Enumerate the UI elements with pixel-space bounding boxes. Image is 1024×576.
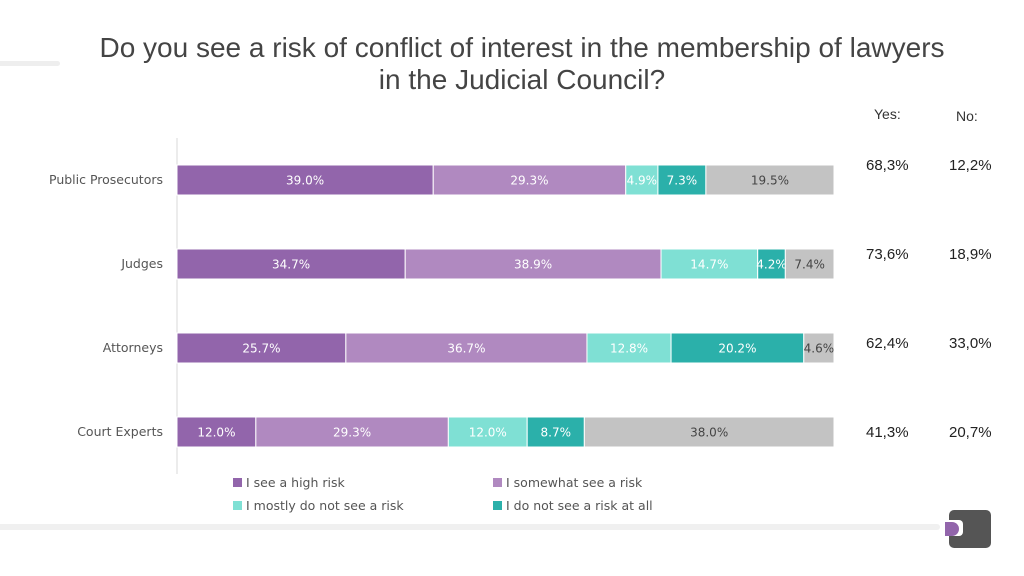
legend-item-mostly-no-risk: I mostly do not see a risk <box>233 498 404 513</box>
data-label-attorneys-remainder: 4.6% <box>804 342 835 356</box>
category-label-attorneys: Attorneys <box>102 340 163 355</box>
bar-public-prosecutors-somewhat-risk <box>432 164 627 196</box>
data-label-court-experts-high-risk: 12.0% <box>197 426 235 440</box>
no-value-court-experts: 20,7% <box>949 424 992 441</box>
legend-swatch-mostly-no-risk <box>233 501 242 510</box>
data-label-attorneys-somewhat-risk: 36.7% <box>447 342 485 356</box>
data-label-public-prosecutors-mostly-no-risk: 4.9% <box>627 174 658 188</box>
data-label-attorneys-high-risk: 25.7% <box>242 342 280 356</box>
no-value-judges: 18,9% <box>949 246 992 263</box>
bar-court-experts-mostly-no-risk <box>447 416 528 448</box>
no-value-public-prosecutors: 12,2% <box>949 157 992 174</box>
yes-value-court-experts: 41,3% <box>866 424 909 441</box>
chart-title-line-1: Do you see a risk of conflict of interes… <box>99 32 945 63</box>
data-label-public-prosecutors-remainder: 19.5% <box>751 174 789 188</box>
bar-judges-high-risk <box>176 248 406 280</box>
decorative-line-bottom <box>0 524 940 530</box>
decorative-line-top <box>0 61 60 66</box>
legend-label-no-risk-at-all: I do not see a risk at all <box>506 498 653 513</box>
chart-title-line-2: in the Judicial Council? <box>378 64 666 95</box>
data-label-judges-remainder: 7.4% <box>794 258 825 272</box>
legend-label-somewhat-risk: I somewhat see a risk <box>506 475 643 490</box>
data-label-judges-mostly-no-risk: 14.7% <box>690 258 728 272</box>
data-label-public-prosecutors-high-risk: 39.0% <box>286 174 324 188</box>
legend-item-somewhat-risk: I somewhat see a risk <box>493 475 642 490</box>
data-label-court-experts-no-risk-at-all: 8.7% <box>541 426 572 440</box>
bar-court-experts-somewhat-risk <box>255 416 449 448</box>
chart-title: Do you see a risk of conflict of interes… <box>40 32 1004 96</box>
yes-column-header: Yes: <box>874 106 901 122</box>
category-label-public-prosecutors: Public Prosecutors <box>49 172 163 187</box>
category-label-court-experts: Court Experts <box>77 424 163 439</box>
category-label-judges: Judges <box>121 256 163 271</box>
data-label-judges-no-risk-at-all: 4.2% <box>756 258 787 272</box>
no-column-header: No: <box>956 108 978 124</box>
data-label-attorneys-mostly-no-risk: 12.8% <box>610 342 648 356</box>
data-label-public-prosecutors-no-risk-at-all: 7.3% <box>667 174 698 188</box>
brand-logo <box>943 510 991 548</box>
bar-public-prosecutors-remainder <box>705 164 835 196</box>
bar-attorneys-mostly-no-risk <box>586 332 672 364</box>
bar-attorneys-high-risk <box>176 332 347 364</box>
data-label-judges-high-risk: 34.7% <box>272 258 310 272</box>
bar-court-experts-high-risk <box>176 416 257 448</box>
bar-judges-somewhat-risk <box>404 248 662 280</box>
bar-judges-mostly-no-risk <box>660 248 759 280</box>
legend-item-no-risk-at-all: I do not see a risk at all <box>493 498 653 513</box>
legend-swatch-high-risk <box>233 478 242 487</box>
bar-court-experts-remainder <box>583 416 835 448</box>
yes-value-attorneys: 62,4% <box>866 335 909 352</box>
data-label-court-experts-somewhat-risk: 29.3% <box>333 426 371 440</box>
data-label-judges-somewhat-risk: 38.9% <box>514 258 552 272</box>
legend-label-mostly-no-risk: I mostly do not see a risk <box>246 498 404 513</box>
bar-attorneys-no-risk-at-all <box>670 332 805 364</box>
bar-attorneys-remainder <box>803 332 835 364</box>
bar-public-prosecutors-no-risk-at-all <box>657 164 707 196</box>
bar-judges-remainder <box>784 248 835 280</box>
yes-value-judges: 73,6% <box>866 246 909 263</box>
data-label-public-prosecutors-somewhat-risk: 29.3% <box>510 174 548 188</box>
legend-swatch-no-risk-at-all <box>493 501 502 510</box>
legend-swatch-somewhat-risk <box>493 478 502 487</box>
bar-judges-no-risk-at-all <box>757 248 786 280</box>
yes-value-public-prosecutors: 68,3% <box>866 157 909 174</box>
legend-label-high-risk: I see a high risk <box>246 475 345 490</box>
data-label-court-experts-mostly-no-risk: 12.0% <box>469 426 507 440</box>
bar-public-prosecutors-high-risk <box>176 164 434 196</box>
legend-item-high-risk: I see a high risk <box>233 475 345 490</box>
data-label-attorneys-no-risk-at-all: 20.2% <box>718 342 756 356</box>
data-label-court-experts-remainder: 38.0% <box>690 426 728 440</box>
no-value-attorneys: 33,0% <box>949 335 992 352</box>
bar-public-prosecutors-mostly-no-risk <box>625 164 659 196</box>
